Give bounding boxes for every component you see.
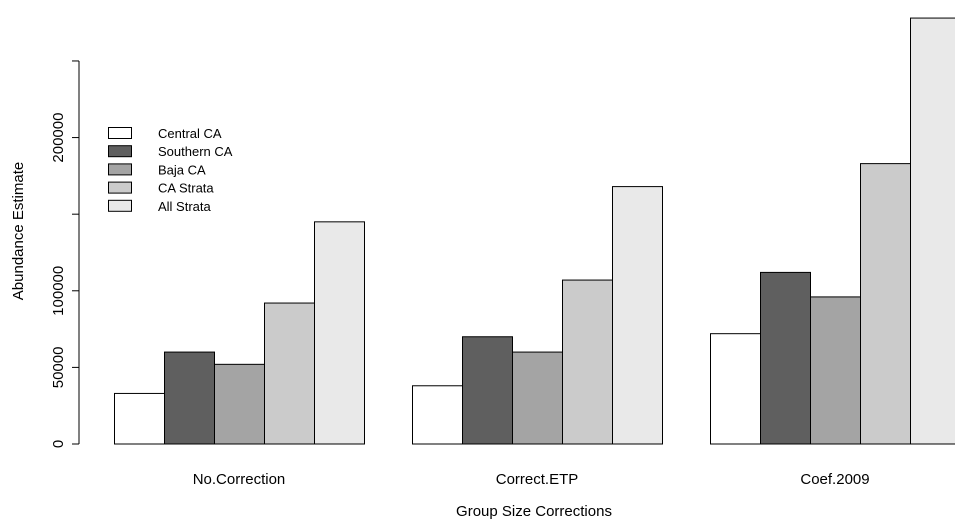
bar xyxy=(760,271,811,445)
legend-swatch xyxy=(108,181,132,194)
x-axis-title: Group Size Corrections xyxy=(456,503,612,520)
bar xyxy=(114,392,165,445)
bar xyxy=(612,186,663,445)
legend-swatch xyxy=(108,199,132,212)
legend-swatch xyxy=(108,163,132,176)
y-axis: 0 50000 100000 200000 xyxy=(50,60,80,448)
legend-swatch xyxy=(108,145,132,158)
y-tick-label: 50000 xyxy=(50,347,67,389)
bar xyxy=(810,296,861,445)
bar xyxy=(910,17,955,445)
y-tick-label: 100000 xyxy=(50,266,67,316)
bars xyxy=(114,17,955,445)
x-category-label: Correct.ETP xyxy=(496,471,579,488)
bar xyxy=(164,351,215,445)
bar xyxy=(710,333,761,445)
x-category-label: No.Correction xyxy=(193,471,286,488)
legend-swatch xyxy=(108,127,132,139)
legend-label: Baja CA xyxy=(158,162,206,177)
legend-label: Central CA xyxy=(158,126,222,141)
bar xyxy=(214,363,265,445)
bar xyxy=(860,163,911,445)
legend-label: Southern CA xyxy=(158,144,233,159)
bar xyxy=(264,302,315,445)
x-category-label: Coef.2009 xyxy=(800,471,869,488)
y-axis-title: Abundance Estimate xyxy=(10,162,27,300)
legend: Central CA Southern CA Baja CA CA Strata All… xyxy=(108,126,233,214)
bar xyxy=(412,385,463,445)
y-tick-label: 200000 xyxy=(50,113,67,163)
bar xyxy=(562,279,613,445)
bar xyxy=(314,221,365,445)
legend-label: CA Strata xyxy=(158,181,214,196)
bar xyxy=(462,336,513,445)
legend-label: All Strata xyxy=(158,199,212,214)
bar xyxy=(512,351,563,445)
y-tick-label: 0 xyxy=(50,440,67,448)
x-axis-category-labels: No.Correction Correct.ETP Coef.2009 xyxy=(193,471,870,488)
